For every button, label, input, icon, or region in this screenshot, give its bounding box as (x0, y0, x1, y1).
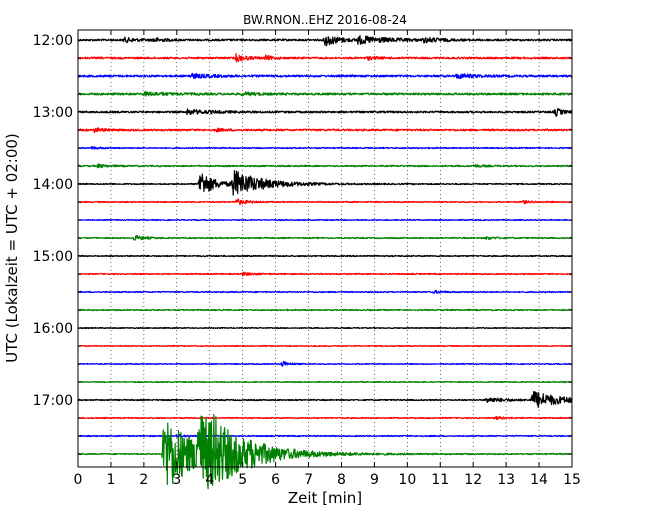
chart-title: BW.RNON..EHZ 2016-08-24 (243, 13, 407, 27)
trace-1530 (77, 289, 573, 294)
x-tick-label: 8 (337, 472, 346, 488)
trace-1745 (77, 413, 573, 490)
trace-1600 (77, 326, 573, 330)
y-tick-label: 14:00 (33, 177, 73, 193)
trace-1445 (77, 234, 573, 241)
y-axis-label: UTC (Lokalzeit = UTC + 02:00) (3, 133, 21, 363)
trace-1330 (77, 146, 573, 150)
trace-1645 (77, 380, 573, 384)
trace-1345 (77, 163, 573, 169)
x-tick-label: 7 (304, 472, 313, 488)
trace-1215 (77, 53, 573, 63)
trace-1615 (77, 344, 573, 348)
x-tick-label: 0 (74, 472, 83, 488)
x-tick-label: 11 (431, 472, 449, 488)
trace-1200 (77, 35, 573, 47)
trace-1500 (77, 254, 573, 258)
y-tick-label: 12:00 (33, 33, 73, 49)
plot-area: 0 1 2 3 4 5 6 7 8 9 10 11 12 13 14 1512:0013:0014:0015:… (33, 29, 581, 490)
x-tick-label: 15 (563, 472, 581, 488)
trace-1230 (77, 72, 573, 80)
x-tick-label: 10 (398, 472, 416, 488)
x-tick-label: 9 (370, 472, 379, 488)
y-tick-label: 15:00 (33, 249, 73, 265)
trace-1245 (77, 91, 573, 97)
trace-1300 (77, 107, 573, 117)
trace-1400 (77, 170, 573, 196)
y-tick-label: 17:00 (33, 393, 73, 409)
trace-1315 (77, 127, 573, 134)
x-tick-label: 12 (464, 472, 482, 488)
trace-1730 (77, 433, 573, 438)
trace-1545 (77, 308, 573, 312)
trace-1415 (77, 198, 573, 205)
x-tick-label: 13 (497, 472, 515, 488)
x-tick-label: 3 (172, 472, 181, 488)
y-tick-label: 16:00 (33, 321, 73, 337)
x-tick-label: 1 (106, 472, 115, 488)
x-tick-label: 5 (238, 472, 247, 488)
trace-1700 (77, 390, 573, 409)
x-tick-label: 4 (205, 472, 214, 488)
y-tick-label: 13:00 (33, 105, 73, 121)
x-tick-label: 14 (530, 472, 548, 488)
trace-1715 (77, 416, 573, 421)
trace-1515 (77, 271, 573, 277)
plot-frame (77, 29, 573, 468)
trace-1430 (77, 218, 573, 222)
x-tick-label: 6 (271, 472, 280, 488)
x-tick-label: 2 (139, 472, 148, 488)
trace-1630 (77, 360, 573, 367)
x-axis-label: Zeit [min] (288, 489, 362, 507)
